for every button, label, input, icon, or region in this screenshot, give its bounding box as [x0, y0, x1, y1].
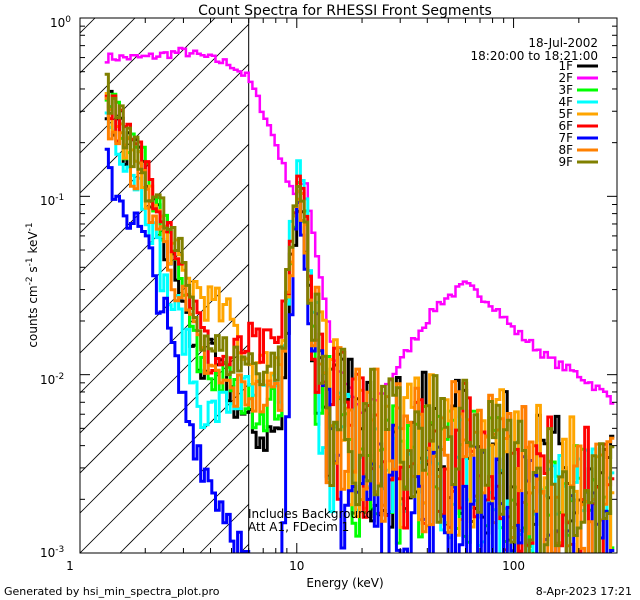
hatch-line	[0, 0, 80, 553]
x-tick-label-1: 1	[66, 559, 74, 573]
legend-label-7F: 7F	[558, 131, 573, 145]
background-note: Includes Background	[248, 507, 373, 521]
y-tick-label-0.1: 10-1	[40, 193, 64, 208]
axis-ticks	[79, 17, 618, 554]
timestamp-label: 8-Apr-2023 17:21	[536, 585, 632, 598]
generated-by-label: Generated by hsi_min_spectra_plot.pro	[4, 585, 220, 598]
hatch-line	[80, 103, 249, 274]
hatch-line	[80, 18, 136, 74]
hatch-line	[0, 0, 120, 553]
hatch-line	[80, 23, 249, 194]
x-axis-label: Energy (keV)	[306, 576, 383, 590]
date-label: 18-Jul-2002	[528, 36, 598, 50]
hatch-line	[80, 18, 216, 154]
y-axis-label: counts cm-2 s-1 keV-1	[25, 222, 40, 347]
hatch-line	[80, 143, 249, 314]
chart-title: Count Spectra for RHESSI Front Segments	[198, 3, 492, 19]
legend-label-4F: 4F	[558, 95, 573, 109]
legend-label-3F: 3F	[558, 83, 573, 97]
x-tick-label-100: 100	[502, 559, 525, 573]
series-9F	[104, 72, 615, 553]
plot-frame	[79, 17, 618, 554]
attenuator-note: Att A1, FDecim 1	[248, 520, 349, 534]
hatch-line	[119, 423, 249, 553]
time-range-label: 18:20:00 to 18:21:00	[471, 49, 598, 63]
hatch-line	[80, 18, 176, 114]
series-8F	[104, 96, 615, 553]
hatch-line	[80, 383, 249, 553]
legend-label-2F: 2F	[558, 71, 573, 85]
legend-label-8F: 8F	[558, 143, 573, 157]
series-layer	[104, 46, 615, 553]
x-tick-label-10: 10	[289, 559, 304, 573]
legend-label-9F: 9F	[558, 155, 573, 169]
series-2F	[104, 46, 615, 414]
hatch-line	[80, 223, 249, 394]
hatch-line	[80, 303, 249, 474]
hatch-line	[80, 343, 249, 514]
legend-label-1F: 1F	[558, 59, 573, 73]
legend-label-5F: 5F	[558, 107, 573, 121]
y-tick-label-0.01: 10-2	[40, 372, 64, 387]
hatch-line	[80, 263, 249, 434]
legend-label-6F: 6F	[558, 119, 573, 133]
y-tick-label-0.001: 10-3	[40, 545, 64, 560]
y-tick-label-1: 100	[50, 15, 71, 30]
